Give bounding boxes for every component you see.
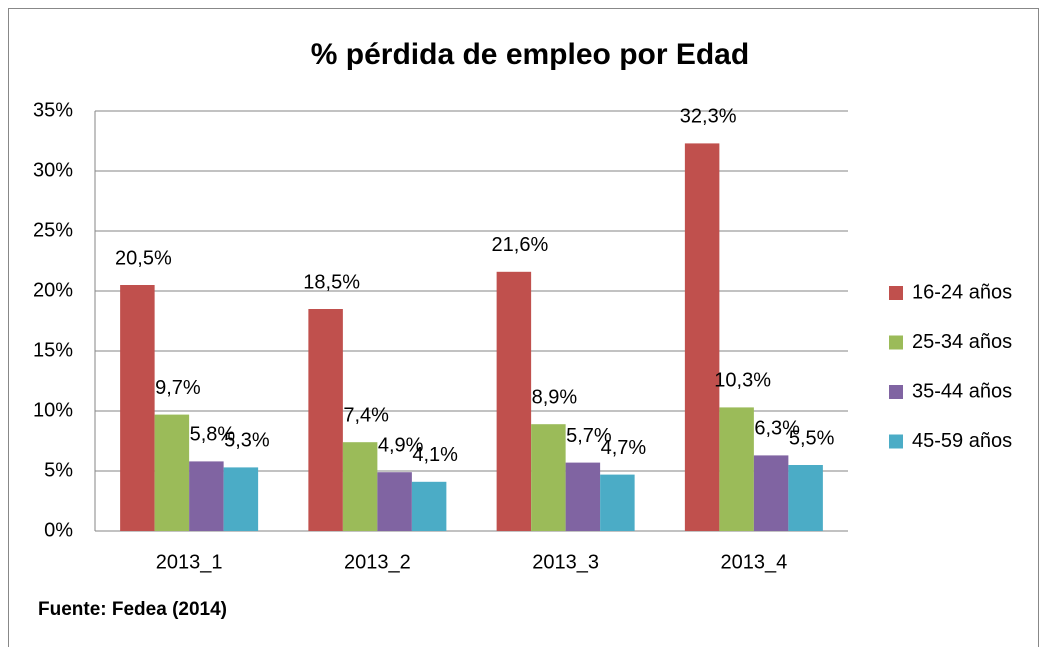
y-tick-label: 0% <box>44 519 73 541</box>
legend-label: 16-24 años <box>912 281 1012 303</box>
data-label: 5,3% <box>224 430 270 452</box>
bar <box>496 271 532 531</box>
y-tick-label: 35% <box>33 99 73 121</box>
data-label: 9,7% <box>155 377 201 399</box>
data-label: 5,7% <box>566 425 612 447</box>
x-tick-label: 2013_1 <box>156 551 223 573</box>
x-tick-label: 2013_2 <box>344 551 411 573</box>
legend-label: 35-44 años <box>912 380 1012 402</box>
legend-swatch <box>889 286 903 300</box>
bar <box>788 465 823 531</box>
data-label: 10,3% <box>714 370 771 392</box>
data-label: 20,5% <box>115 247 172 269</box>
bar <box>565 462 601 531</box>
legend-label: 25-34 años <box>912 331 1012 353</box>
bar <box>120 285 155 531</box>
y-tick-label: 20% <box>33 279 73 301</box>
data-label: 4,7% <box>601 437 647 459</box>
y-tick-label: 25% <box>33 219 73 241</box>
legend-swatch <box>889 335 903 350</box>
data-label: 5,5% <box>789 427 835 449</box>
bar <box>189 461 224 531</box>
y-tick-label: 10% <box>33 399 73 421</box>
bar <box>600 474 635 531</box>
legend-swatch <box>889 385 903 399</box>
x-tick-label: 2013_4 <box>721 551 788 573</box>
bar <box>223 467 259 531</box>
y-tick-label: 5% <box>44 459 73 481</box>
bar <box>531 424 566 531</box>
y-tick-label: 30% <box>33 159 73 181</box>
bar <box>377 472 412 531</box>
bar <box>154 414 190 531</box>
bar <box>753 455 789 531</box>
data-label: 5,8% <box>190 424 236 446</box>
bar <box>308 309 343 531</box>
bar <box>411 481 447 531</box>
legend-label: 45-59 años <box>912 430 1012 452</box>
bar <box>684 143 720 531</box>
bar <box>342 442 378 531</box>
data-label: 21,6% <box>492 234 549 256</box>
x-tick-label: 2013_3 <box>532 551 599 573</box>
data-label: 7,4% <box>343 404 389 426</box>
data-label: 8,9% <box>532 386 578 408</box>
data-label: 4,1% <box>412 444 458 466</box>
data-label: 6,3% <box>754 418 800 440</box>
bar <box>719 407 754 531</box>
source-note: Fuente: Fedea (2014) <box>38 599 227 620</box>
data-label: 18,5% <box>303 271 360 293</box>
data-label: 32,3% <box>680 106 737 128</box>
legend-swatch <box>889 434 903 449</box>
data-label: 4,9% <box>378 434 424 456</box>
chart-title: % pérdida de empleo por Edad <box>311 38 749 71</box>
y-tick-label: 15% <box>33 339 73 361</box>
